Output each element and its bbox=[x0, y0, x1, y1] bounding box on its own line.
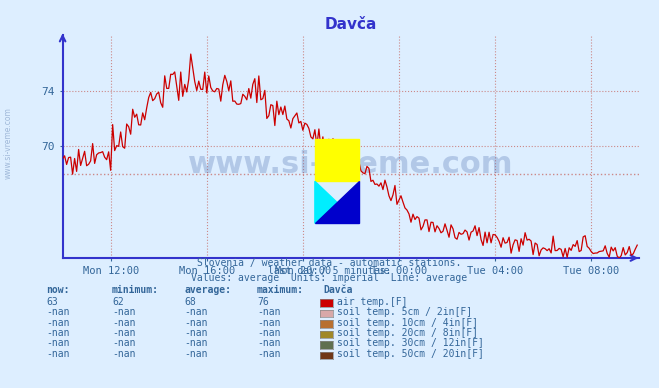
Text: maximum:: maximum: bbox=[257, 285, 304, 295]
Text: soil temp. 5cm / 2in[F]: soil temp. 5cm / 2in[F] bbox=[337, 307, 473, 317]
Title: Davča: Davča bbox=[325, 17, 377, 32]
Text: -nan: -nan bbox=[185, 338, 208, 348]
Text: -nan: -nan bbox=[185, 317, 208, 327]
Text: -nan: -nan bbox=[112, 338, 136, 348]
Text: -nan: -nan bbox=[46, 317, 70, 327]
Bar bbox=[315, 140, 359, 181]
Text: -nan: -nan bbox=[112, 307, 136, 317]
Polygon shape bbox=[315, 181, 359, 223]
Text: -nan: -nan bbox=[257, 349, 281, 359]
Text: www.si-vreme.com: www.si-vreme.com bbox=[3, 107, 13, 180]
Text: -nan: -nan bbox=[257, 317, 281, 327]
Text: Davča: Davča bbox=[323, 285, 353, 295]
Text: soil temp. 30cm / 12in[F]: soil temp. 30cm / 12in[F] bbox=[337, 338, 484, 348]
Text: Slovenia / weather data - automatic stations.: Slovenia / weather data - automatic stat… bbox=[197, 258, 462, 268]
Text: soil temp. 10cm / 4in[F]: soil temp. 10cm / 4in[F] bbox=[337, 317, 478, 327]
Text: soil temp. 20cm / 8in[F]: soil temp. 20cm / 8in[F] bbox=[337, 328, 478, 338]
Text: Values: average  Units: imperial  Line: average: Values: average Units: imperial Line: av… bbox=[191, 273, 468, 283]
Text: -nan: -nan bbox=[185, 307, 208, 317]
Text: -nan: -nan bbox=[185, 349, 208, 359]
Text: -nan: -nan bbox=[46, 328, 70, 338]
Text: average:: average: bbox=[185, 285, 231, 295]
Text: -nan: -nan bbox=[46, 349, 70, 359]
Text: air temp.[F]: air temp.[F] bbox=[337, 296, 408, 307]
Text: last day / 5 minutes.: last day / 5 minutes. bbox=[268, 265, 391, 275]
Text: 68: 68 bbox=[185, 296, 196, 307]
Text: -nan: -nan bbox=[112, 317, 136, 327]
Text: -nan: -nan bbox=[46, 338, 70, 348]
Text: soil temp. 50cm / 20in[F]: soil temp. 50cm / 20in[F] bbox=[337, 349, 484, 359]
Text: -nan: -nan bbox=[257, 307, 281, 317]
Text: -nan: -nan bbox=[112, 349, 136, 359]
Text: -nan: -nan bbox=[185, 328, 208, 338]
Text: now:: now: bbox=[46, 285, 70, 295]
Text: 62: 62 bbox=[112, 296, 124, 307]
Text: -nan: -nan bbox=[46, 307, 70, 317]
Text: -nan: -nan bbox=[257, 338, 281, 348]
Text: www.si-vreme.com: www.si-vreme.com bbox=[188, 150, 513, 179]
Text: -nan: -nan bbox=[257, 328, 281, 338]
Polygon shape bbox=[315, 181, 359, 223]
Text: 63: 63 bbox=[46, 296, 58, 307]
Text: 76: 76 bbox=[257, 296, 269, 307]
Text: -nan: -nan bbox=[112, 328, 136, 338]
Text: minimum:: minimum: bbox=[112, 285, 159, 295]
